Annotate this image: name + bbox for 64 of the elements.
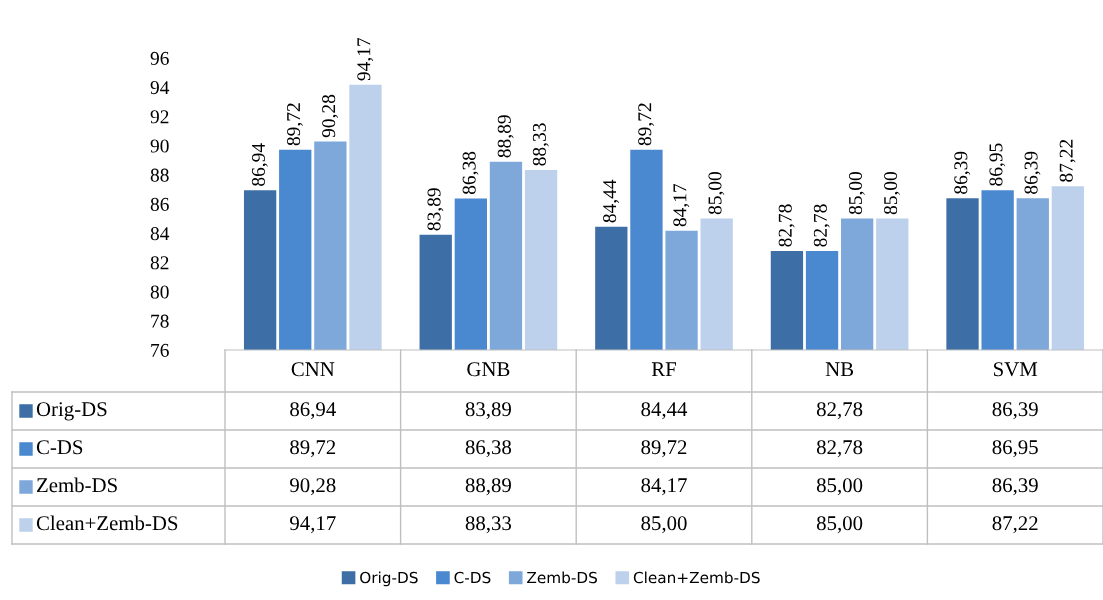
data-label: 84,17: [641, 478, 687, 496]
text: Orig-DS: [360, 571, 418, 587]
y-tick-label: 88: [150, 168, 169, 182]
text: 86,95: [989, 143, 1006, 186]
text: 84,17: [673, 183, 690, 227]
data-label: 89,72: [290, 440, 336, 458]
data-label: 83,89: [465, 402, 511, 420]
y-tick-label: 80: [150, 285, 169, 299]
y-tick-label: 90: [150, 139, 169, 153]
y-tick-label: 78: [151, 314, 169, 328]
text: 85,00: [708, 171, 725, 215]
legend-label: Clean+Zemb-DS: [633, 571, 760, 584]
data-label: 86,39: [992, 478, 1038, 496]
y-tick-label: 86: [150, 197, 169, 211]
text: 82,78: [778, 204, 795, 247]
text: 85,00: [884, 171, 900, 215]
data-label: 82,78: [816, 440, 863, 458]
text: 86,94: [251, 143, 268, 186]
text: 84,44: [603, 179, 619, 223]
text: 86,38: [462, 151, 479, 195]
data-label: 94,17: [290, 516, 336, 534]
text: 89,72: [638, 103, 655, 146]
y-tick-label: 94: [150, 81, 170, 95]
x-tick-label: GNB: [467, 362, 510, 377]
text: 87,22: [1059, 139, 1076, 182]
data-label: 82,78: [816, 402, 863, 420]
text: 89,72: [286, 103, 303, 146]
y-tick-label: 82: [150, 256, 169, 270]
text: 88,89: [497, 115, 514, 158]
data-label: 86,94: [290, 402, 336, 420]
data-label: 85,00: [641, 516, 687, 534]
y-tick-label: 96: [150, 51, 169, 65]
y-tick-label: 84: [150, 227, 170, 241]
x-tick-label: CNN: [291, 362, 335, 377]
text: 86,39: [954, 151, 971, 194]
legend-label: Orig-DS: [36, 402, 107, 421]
data-label: 89,72: [641, 440, 687, 458]
text: 86,39: [1024, 151, 1041, 194]
data-label: 86,95: [992, 440, 1038, 458]
text: 88,33: [532, 123, 549, 166]
y-tick-label: 92: [150, 110, 169, 124]
text: Clean+Zemb-DS: [36, 515, 178, 531]
text: 90,28: [322, 94, 339, 138]
text: C-DS: [454, 571, 491, 584]
data-label: 90,28: [290, 478, 336, 496]
data-label: 88,33: [465, 516, 512, 534]
text: Zemb-DS: [37, 477, 117, 493]
text: 82,78: [813, 204, 830, 247]
data-label: 86,38: [465, 440, 512, 458]
x-tick-label: RF: [651, 362, 676, 377]
data-label: 84,44: [641, 402, 688, 420]
text: 94,17: [357, 37, 374, 81]
legend-label: Zemb-DS: [527, 571, 597, 584]
data-label: 86,39: [992, 402, 1038, 420]
y-tick-label: 76: [151, 343, 169, 357]
legend-label: C-DS: [36, 440, 83, 455]
data-label: 88,89: [465, 478, 511, 496]
data-label: 85,00: [816, 478, 863, 496]
data-label: 85,00: [816, 516, 863, 534]
data-label: 87,22: [992, 516, 1038, 534]
text: 85,00: [848, 171, 865, 215]
x-tick-label: SVM: [994, 362, 1038, 377]
x-tick-label: NB: [825, 362, 854, 377]
text: 83,89: [427, 188, 444, 231]
